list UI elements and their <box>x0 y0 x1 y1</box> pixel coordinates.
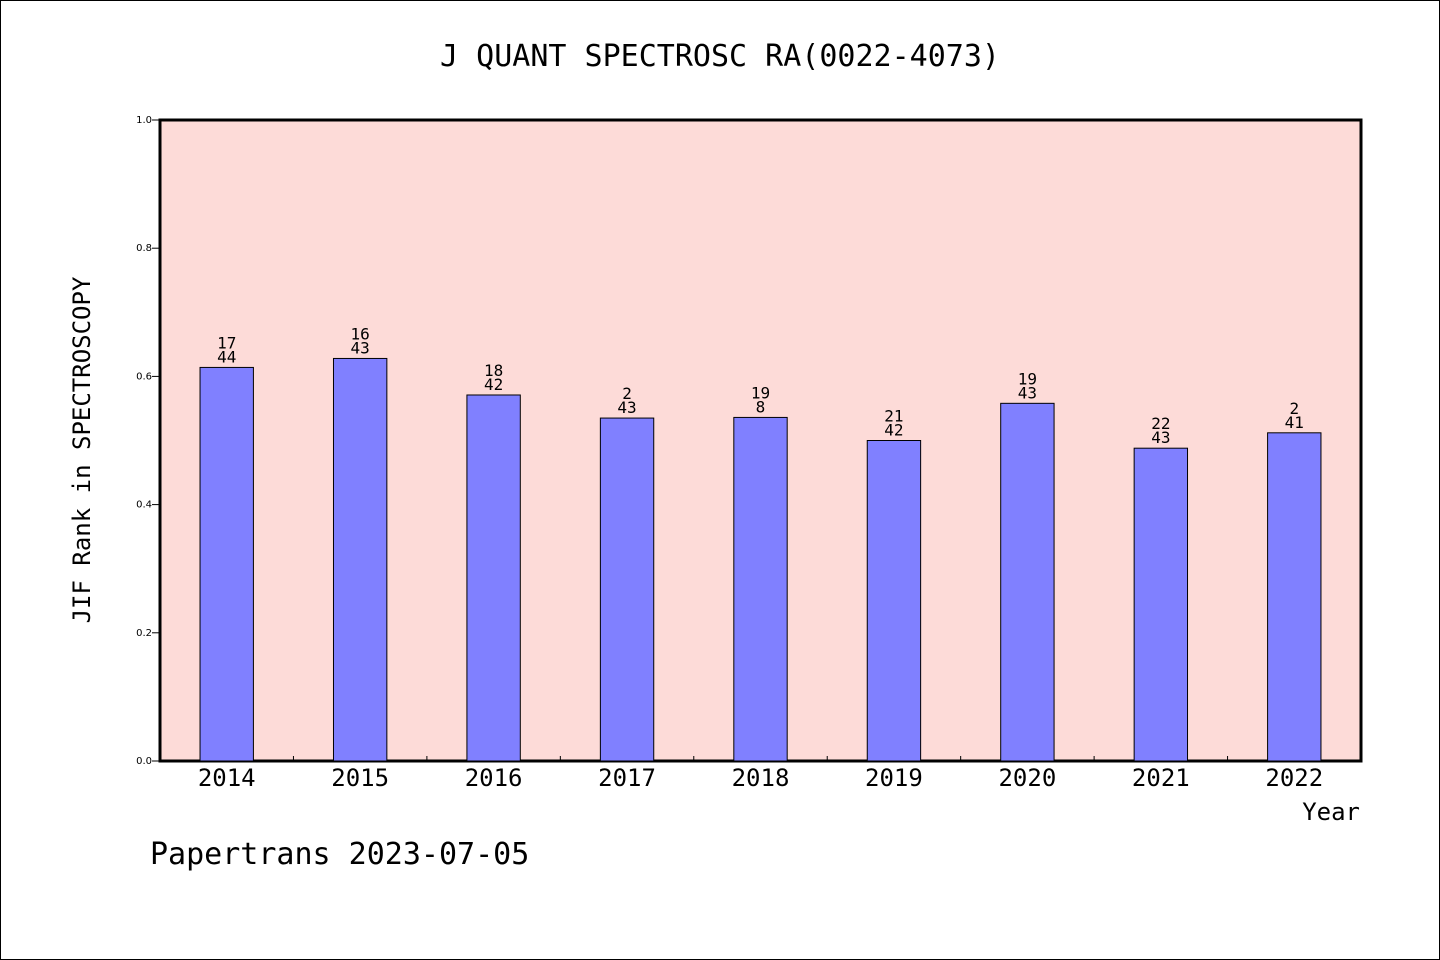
rank-label-top: 2 <box>1289 399 1299 418</box>
bar-2022 <box>1267 432 1322 762</box>
rank-label-top: 19 <box>1018 369 1037 388</box>
y-tick-label: 0.2 <box>136 628 152 639</box>
bar-2014 <box>199 366 254 762</box>
x-tick-label: 2022 <box>1265 764 1323 792</box>
x-tick-label: 2019 <box>865 764 923 792</box>
bar-2021 <box>1133 447 1189 762</box>
bar-2017 <box>599 417 655 762</box>
x-tick-label: 2015 <box>331 764 389 792</box>
rank-label-top: 21 <box>884 407 903 426</box>
bar-2016 <box>466 394 521 762</box>
rank-label-top: 18 <box>484 361 503 380</box>
rank-label-bottom: 43 <box>1151 428 1170 447</box>
y-tick-label: 0.8 <box>136 243 152 254</box>
rank-label-top: 2 <box>622 384 632 403</box>
rank-label-bottom: 43 <box>617 398 636 417</box>
rank-label-top: 19 <box>751 383 770 402</box>
rank-label-bottom: 41 <box>1285 413 1304 432</box>
rank-label-top: 16 <box>351 324 370 343</box>
rank-label-bottom: 42 <box>484 375 503 394</box>
y-tick-label: 0.4 <box>136 500 152 511</box>
y-tick-label: 1.0 <box>136 115 152 126</box>
x-tick-label: 2016 <box>465 764 523 792</box>
rank-label-bottom: 43 <box>351 338 370 357</box>
y-tick-label: 0.0 <box>136 756 152 767</box>
x-axis-label: Year <box>1302 798 1360 826</box>
x-tick-label: 2020 <box>998 764 1056 792</box>
chart-title: J QUANT SPECTROSC RA(0022-4073) <box>440 39 1000 74</box>
rank-label-top: 22 <box>1151 414 1170 433</box>
bar-2015 <box>332 357 388 762</box>
bar-2018 <box>733 416 788 762</box>
y-tick-label: 0.6 <box>136 371 152 382</box>
rank-label-bottom: 43 <box>1018 383 1037 402</box>
rank-label-bottom: 44 <box>217 347 236 366</box>
x-tick-label: 2021 <box>1132 764 1190 792</box>
x-axis: 2014 2015 2016 2017 2018 2019 2020 2021 2022 <box>198 756 1323 792</box>
y-axis: 0.0 0.2 0.4 0.6 0.8 1.0 <box>136 115 160 767</box>
source-footer: Papertrans 2023-07-05 <box>150 837 529 872</box>
rank-label-bottom: 8 <box>756 397 766 416</box>
rank-label-bottom: 42 <box>884 421 903 440</box>
bar-2020 <box>1000 402 1055 762</box>
x-tick-label: 2014 <box>198 764 256 792</box>
x-tick-label: 2017 <box>598 764 656 792</box>
bar-2019 <box>866 440 922 762</box>
y-axis-label: JIF Rank in SPECTROSCOPY <box>68 276 96 623</box>
x-tick-label: 2018 <box>732 764 790 792</box>
rank-label-top: 17 <box>217 333 236 352</box>
